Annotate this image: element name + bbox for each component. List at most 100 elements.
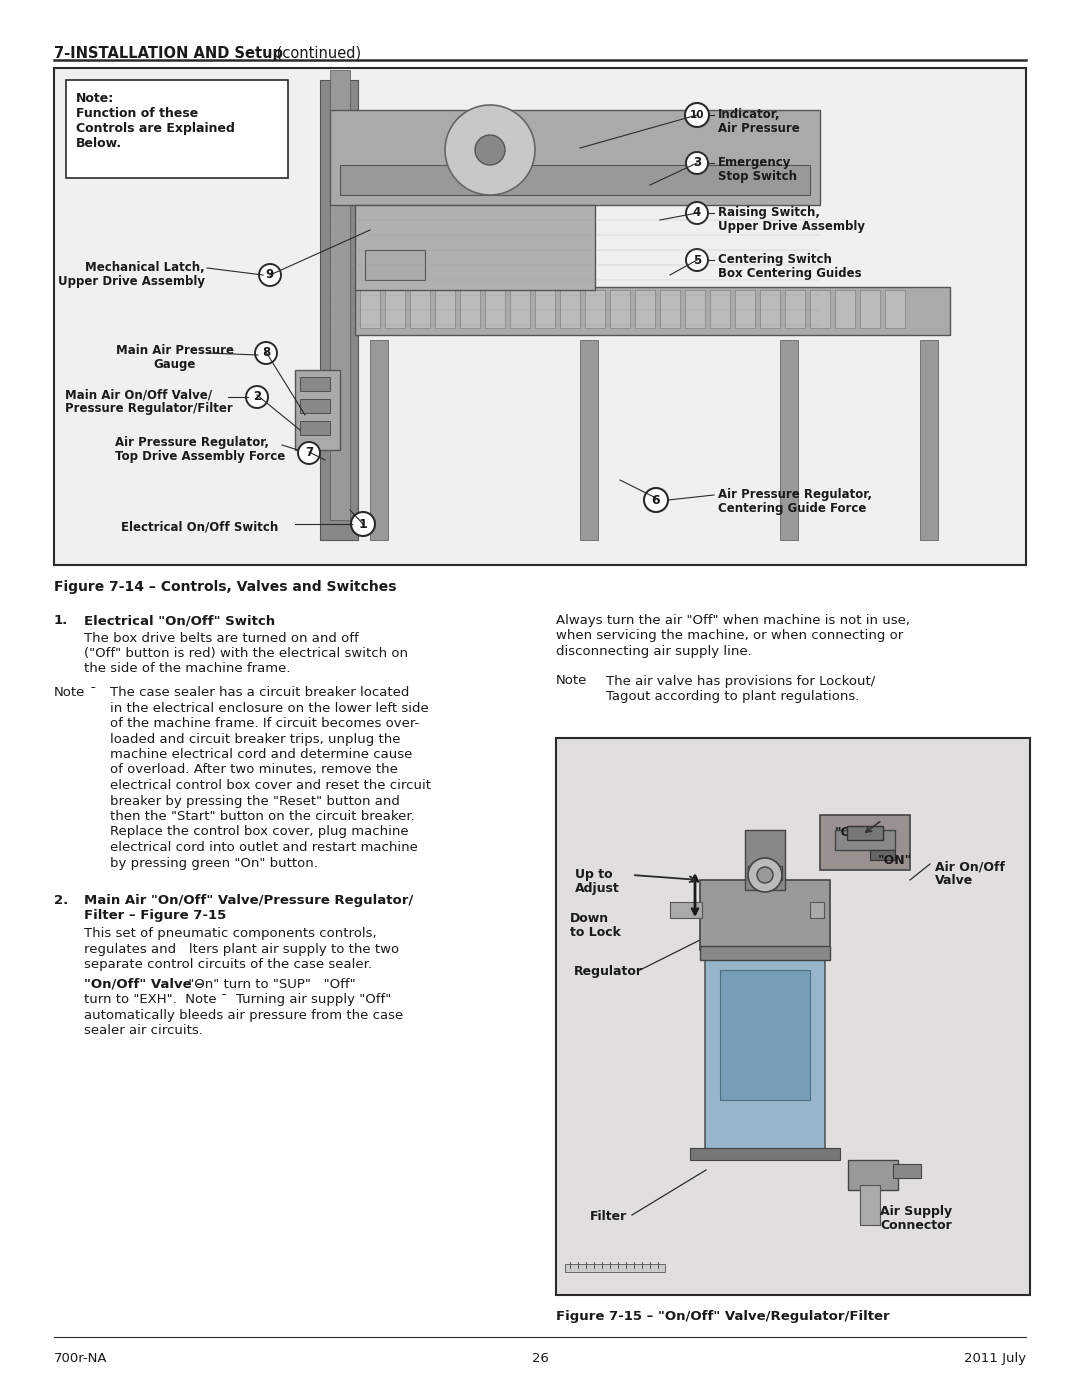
Text: Note:: Note: bbox=[76, 92, 114, 105]
Text: The box drive belts are turned on and off: The box drive belts are turned on and of… bbox=[84, 631, 359, 644]
Text: 2.: 2. bbox=[54, 894, 68, 907]
Bar bbox=[748, 866, 782, 880]
Text: Centering Guide Force: Centering Guide Force bbox=[718, 502, 866, 515]
Text: "On" turn to "SUP"   "Off": "On" turn to "SUP" "Off" bbox=[184, 978, 355, 990]
Text: to Lock: to Lock bbox=[570, 926, 621, 939]
Text: ("Off" button is red) with the electrical switch on: ("Off" button is red) with the electrica… bbox=[84, 647, 408, 659]
Text: 26: 26 bbox=[531, 1352, 549, 1365]
Bar bbox=[54, 68, 1026, 564]
Text: Top Drive Assembly Force: Top Drive Assembly Force bbox=[114, 450, 285, 462]
Text: 4: 4 bbox=[693, 207, 701, 219]
Text: Controls are Explained: Controls are Explained bbox=[76, 122, 234, 136]
Circle shape bbox=[757, 868, 773, 883]
Text: Centering Switch: Centering Switch bbox=[718, 253, 832, 265]
Text: 1: 1 bbox=[359, 517, 367, 531]
Bar bbox=[370, 339, 388, 541]
Circle shape bbox=[686, 203, 708, 224]
Text: 1.: 1. bbox=[54, 615, 68, 627]
Bar bbox=[835, 291, 855, 328]
Text: Upper Drive Assembly: Upper Drive Assembly bbox=[58, 275, 205, 288]
Text: disconnecting air supply line.: disconnecting air supply line. bbox=[556, 645, 752, 658]
Text: Emergency: Emergency bbox=[718, 156, 792, 169]
Text: Raising Switch,: Raising Switch, bbox=[718, 205, 820, 219]
Text: (continued): (continued) bbox=[272, 46, 361, 61]
Bar bbox=[355, 205, 595, 291]
Text: Upper Drive Assembly: Upper Drive Assembly bbox=[718, 219, 865, 233]
Text: Up to: Up to bbox=[575, 868, 612, 882]
Bar bbox=[848, 1160, 897, 1190]
Bar bbox=[920, 339, 939, 541]
Text: Figure 7-15 – "On/Off" Valve/Regulator/Filter: Figure 7-15 – "On/Off" Valve/Regulator/F… bbox=[556, 1310, 890, 1323]
Text: Regulator: Regulator bbox=[573, 965, 643, 978]
Text: Indicator,: Indicator, bbox=[718, 108, 781, 122]
Text: 6: 6 bbox=[651, 493, 660, 507]
Text: turn to "EXH".  Note ¯  Turning air supply "Off": turn to "EXH". Note ¯ Turning air supply… bbox=[84, 993, 391, 1006]
Bar bbox=[66, 80, 288, 177]
Text: sealer air circuits.: sealer air circuits. bbox=[84, 1024, 203, 1037]
Bar bbox=[485, 291, 505, 328]
Text: automatically bleeds air pressure from the case: automatically bleeds air pressure from t… bbox=[84, 1009, 403, 1021]
Text: Box Centering Guides: Box Centering Guides bbox=[718, 267, 862, 279]
Circle shape bbox=[351, 511, 375, 536]
Text: 2: 2 bbox=[253, 391, 261, 404]
Bar bbox=[835, 830, 895, 849]
Text: The case sealer has a circuit breaker located: The case sealer has a circuit breaker lo… bbox=[110, 686, 409, 698]
Text: Note: Note bbox=[556, 675, 588, 687]
Bar bbox=[535, 291, 555, 328]
Text: Electrical On/Off Switch: Electrical On/Off Switch bbox=[121, 520, 279, 534]
Text: 5: 5 bbox=[693, 253, 701, 267]
Text: when servicing the machine, or when connecting or: when servicing the machine, or when conn… bbox=[556, 630, 903, 643]
Text: Below.: Below. bbox=[76, 137, 122, 149]
Text: This set of pneumatic components controls,: This set of pneumatic components control… bbox=[84, 928, 377, 940]
Text: breaker by pressing the "Reset" button and: breaker by pressing the "Reset" button a… bbox=[110, 795, 400, 807]
Bar bbox=[360, 291, 380, 328]
Text: "OFF": "OFF" bbox=[835, 826, 876, 840]
Bar bbox=[460, 291, 480, 328]
Circle shape bbox=[475, 136, 505, 165]
Text: ¯: ¯ bbox=[90, 686, 96, 698]
Bar bbox=[710, 291, 730, 328]
Bar bbox=[635, 291, 654, 328]
Bar bbox=[700, 946, 831, 960]
Bar bbox=[435, 291, 455, 328]
Circle shape bbox=[255, 342, 276, 365]
Bar bbox=[885, 291, 905, 328]
Bar bbox=[860, 291, 880, 328]
Text: 10: 10 bbox=[690, 110, 704, 120]
Bar bbox=[510, 291, 530, 328]
Circle shape bbox=[644, 488, 669, 511]
Text: of overload. After two minutes, remove the: of overload. After two minutes, remove t… bbox=[110, 764, 397, 777]
Bar bbox=[340, 165, 810, 196]
Bar bbox=[330, 110, 820, 205]
Bar bbox=[384, 291, 405, 328]
Bar bbox=[300, 377, 330, 391]
Circle shape bbox=[445, 105, 535, 196]
Bar bbox=[760, 291, 780, 328]
Bar bbox=[561, 291, 580, 328]
Bar bbox=[745, 830, 785, 890]
Bar bbox=[320, 80, 357, 541]
Text: Note: Note bbox=[54, 686, 85, 698]
Text: by pressing green "On" button.: by pressing green "On" button. bbox=[110, 856, 318, 869]
Bar bbox=[735, 291, 755, 328]
Text: Mechanical Latch,: Mechanical Latch, bbox=[85, 261, 205, 274]
Circle shape bbox=[686, 152, 708, 175]
Text: Down: Down bbox=[570, 912, 609, 925]
Bar bbox=[660, 291, 680, 328]
Text: of the machine frame. If circuit becomes over-: of the machine frame. If circuit becomes… bbox=[110, 717, 419, 731]
Text: electrical control box cover and reset the circuit: electrical control box cover and reset t… bbox=[110, 780, 431, 792]
Text: Air Pressure: Air Pressure bbox=[718, 122, 800, 136]
Bar bbox=[610, 291, 630, 328]
Text: Pressure Regulator/Filter: Pressure Regulator/Filter bbox=[65, 402, 233, 415]
Bar bbox=[365, 250, 426, 279]
Text: Main Air Pressure: Main Air Pressure bbox=[116, 344, 234, 358]
Bar bbox=[410, 291, 430, 328]
Text: loaded and circuit breaker trips, unplug the: loaded and circuit breaker trips, unplug… bbox=[110, 732, 401, 746]
Circle shape bbox=[686, 249, 708, 271]
Text: Air Pressure Regulator,: Air Pressure Regulator, bbox=[114, 436, 269, 448]
Circle shape bbox=[246, 386, 268, 408]
Bar bbox=[300, 400, 330, 414]
Text: then the "Start" button on the circuit breaker.: then the "Start" button on the circuit b… bbox=[110, 810, 415, 823]
Bar bbox=[690, 1148, 840, 1160]
Bar bbox=[700, 880, 831, 950]
